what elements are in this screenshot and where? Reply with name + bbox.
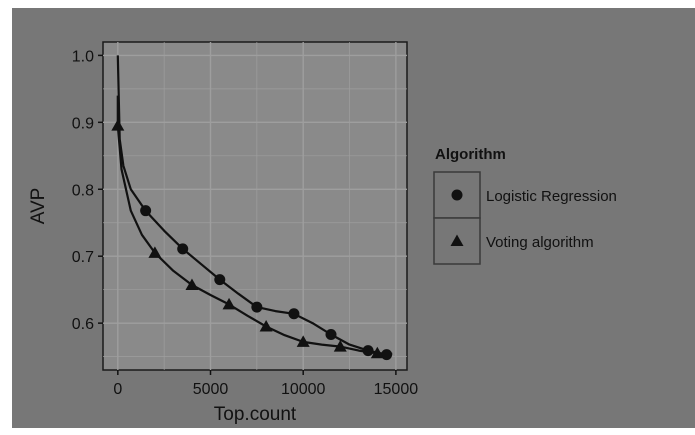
avp-line-chart: 0.6 0.7 0.8 0.9 1.0 0 5000 10000 15000 Top.coun… xyxy=(28,41,617,425)
series-markers xyxy=(111,119,393,361)
data-point-triangle xyxy=(185,278,199,290)
y-axis-ticks: 0.6 0.7 0.8 0.9 1.0 xyxy=(72,48,103,333)
data-point-triangle xyxy=(148,246,162,258)
legend-label-voting-algorithm: Voting algorithm xyxy=(486,234,594,251)
data-point-circle xyxy=(362,345,374,357)
y-tick-label: 1.0 xyxy=(72,48,94,65)
data-point-circle xyxy=(214,274,226,286)
data-point-triangle xyxy=(333,340,347,352)
legend-triangle-marker xyxy=(450,234,464,246)
legend-title: Algorithm xyxy=(435,146,506,163)
data-point-circle xyxy=(381,349,393,361)
y-tick-label: 0.7 xyxy=(72,249,94,266)
x-tick-label: 10000 xyxy=(281,381,326,398)
x-axis-ticks: 0 5000 10000 15000 xyxy=(113,370,418,398)
legend-circle-marker xyxy=(451,189,463,201)
data-point-triangle xyxy=(370,346,384,359)
y-tick-label: 0.8 xyxy=(72,182,94,199)
grid-lines xyxy=(103,42,407,370)
data-point-circle xyxy=(251,301,263,313)
legend-key-box-1 xyxy=(433,171,481,219)
data-point-circle xyxy=(177,243,189,255)
data-point-circle xyxy=(325,329,337,341)
plot-panel xyxy=(102,41,408,371)
data-point-triangle xyxy=(259,319,273,332)
data-point-circle xyxy=(288,308,300,320)
chart-figure: 0.6 0.7 0.8 0.9 1.0 0 5000 10000 15000 Top.coun… xyxy=(12,8,695,428)
x-tick-label: 0 xyxy=(113,381,122,398)
x-tick-label: 5000 xyxy=(193,381,229,398)
x-tick-label: 15000 xyxy=(374,381,419,398)
data-point-triangle xyxy=(111,119,125,131)
legend: Algorithm Logistic Regression Voting alg… xyxy=(433,146,617,265)
y-tick-label: 0.6 xyxy=(72,316,94,333)
legend-label-logistic-regression: Logistic Regression xyxy=(486,188,617,205)
x-axis-label: Top.count xyxy=(214,404,297,425)
y-axis-label: AVP xyxy=(28,188,49,225)
y-tick-label: 0.9 xyxy=(72,115,94,132)
data-point-triangle xyxy=(222,297,236,310)
data-point-circle xyxy=(140,205,152,217)
data-point-triangle xyxy=(296,335,310,347)
